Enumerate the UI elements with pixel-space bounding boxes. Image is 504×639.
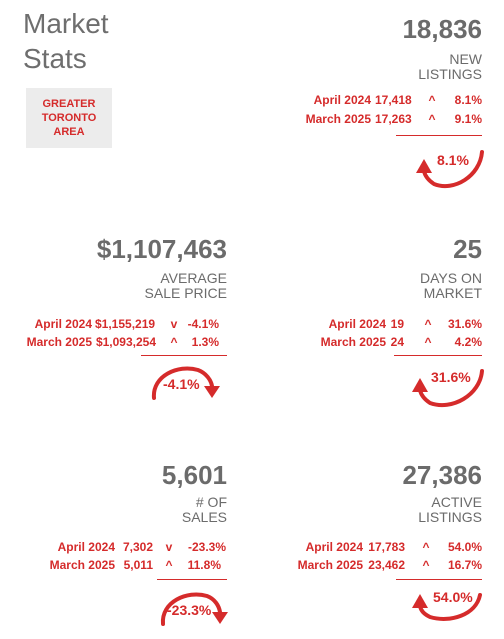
swoosh-down-icon <box>151 366 220 400</box>
divider <box>394 355 482 356</box>
arrow-up-icon: ^ <box>422 558 430 572</box>
swoosh-pct: 31.6% <box>431 369 471 385</box>
row-pct: 1.3% <box>191 335 219 349</box>
metric-label-line2: SALE PRICE <box>144 285 227 301</box>
arrow-up-icon: ^ <box>424 335 432 349</box>
row-period: April 2024 <box>305 540 363 554</box>
row-period: April 2024 <box>57 540 115 554</box>
arrow-up-icon: ^ <box>165 558 173 572</box>
page-title-line2: Stats <box>23 43 87 74</box>
metric-value: 27,386 <box>402 460 482 490</box>
page-title-line1: Market <box>23 8 109 39</box>
arrow-up-icon: ^ <box>428 112 436 126</box>
row-pct: 8.1% <box>454 93 482 107</box>
row-value: 5,011 <box>123 558 153 572</box>
avg-price-card: $1,107,463 AVERAGE SALE PRICE April 2024… <box>14 234 227 414</box>
row-value: 7,302 <box>122 540 153 554</box>
row-period: April 2024 <box>328 317 386 331</box>
comparison-row: March 2025 17,263 ^ 9.1% <box>290 112 482 128</box>
row-period: March 2025 <box>320 335 386 349</box>
comparison-row: March 2025 23,462 ^ 16.7% <box>286 558 482 574</box>
row-period: March 2025 <box>49 558 115 572</box>
row-value: 17,263 <box>375 112 412 126</box>
comparison-row: March 2025 $1,093,254 ^ 1.3% <box>14 335 227 351</box>
row-period: March 2025 <box>305 112 371 126</box>
swoosh-up-icon <box>412 593 482 621</box>
region-badge: GREATER TORONTO AREA <box>26 88 112 148</box>
swoosh-up-icon <box>412 369 484 407</box>
row-period: March 2025 <box>297 558 363 572</box>
metric-label-line2: SALES <box>181 509 227 525</box>
row-pct: 54.0% <box>447 540 482 554</box>
metric-label-line1: NEW <box>449 51 482 67</box>
active-listings-card: 27,386 ACTIVE LISTINGS April 2024 17,783… <box>286 460 482 639</box>
arrow-down-icon: v <box>165 540 173 554</box>
region-line1: GREATER <box>42 98 96 110</box>
divider <box>141 355 227 356</box>
metric-label-line2: MARKET <box>423 285 482 301</box>
row-pct: 9.1% <box>454 112 482 126</box>
row-value: $1,093,254 <box>95 335 156 349</box>
arrow-up-icon: ^ <box>422 540 430 554</box>
swoosh-down-icon <box>160 592 228 626</box>
metric-label-line1: DAYS ON <box>420 270 482 286</box>
row-pct: 16.7% <box>447 558 482 572</box>
row-period: April 2024 <box>34 317 92 331</box>
row-pct: -23.3% <box>187 540 226 554</box>
comparison-row: April 2024 17,418 ^ 8.1% <box>290 93 482 109</box>
days-on-market-card: 25 DAYS ON MARKET April 2024 19 ^ 31.6% … <box>298 234 484 414</box>
metric-label-line1: AVERAGE <box>160 270 227 286</box>
comparison-row: April 2024 19 ^ 31.6% <box>298 317 482 333</box>
page-title: Market Stats <box>23 6 109 76</box>
sales-card: 5,601 # OF SALES April 2024 7,302 v -23.… <box>50 460 228 639</box>
arrow-up-icon: ^ <box>428 93 436 107</box>
comparison-row: April 2024 17,783 ^ 54.0% <box>286 540 482 556</box>
region-line2: TORONTO <box>41 112 97 124</box>
metric-label-line1: # OF <box>195 494 227 510</box>
metric-value: 18,836 <box>402 14 482 44</box>
comparison-row: March 2025 5,011 ^ 11.8% <box>45 558 227 574</box>
row-pct: 31.6% <box>447 317 482 331</box>
row-period: April 2024 <box>313 93 371 107</box>
metric-value: 25 <box>453 234 482 264</box>
comparison-row: March 2025 24 ^ 4.2% <box>298 335 482 351</box>
metric-value: $1,107,463 <box>96 234 227 264</box>
row-value: 24 <box>390 335 404 349</box>
metric-label-line1: ACTIVE <box>431 494 482 510</box>
metric-value: 5,601 <box>161 460 227 490</box>
comparison-row: April 2024 $1,155,219 v -4.1% <box>14 317 227 333</box>
row-period: March 2025 <box>26 335 92 349</box>
row-pct: -4.1% <box>187 317 219 331</box>
arrow-down-icon: v <box>170 317 178 331</box>
row-pct: 4.2% <box>454 335 482 349</box>
arrow-up-icon: ^ <box>424 317 432 331</box>
swoosh-pct: -23.3% <box>167 602 212 618</box>
swoosh-pct: 54.0% <box>433 589 473 605</box>
row-value: 17,418 <box>375 93 412 107</box>
arrow-up-icon: ^ <box>170 335 178 349</box>
row-pct: 11.8% <box>187 558 221 572</box>
row-value: $1,155,219 <box>95 317 156 331</box>
new-listings-card: 18,836 NEW LISTINGS April 2024 17,418 ^ … <box>290 14 484 194</box>
divider <box>396 135 482 136</box>
row-value: 23,462 <box>368 558 405 572</box>
swoosh-pct: -4.1% <box>163 376 200 392</box>
row-value: 19 <box>390 317 404 331</box>
region-line3: AREA <box>53 126 85 138</box>
swoosh-up-icon <box>416 150 484 188</box>
swoosh-pct: 8.1% <box>437 152 469 168</box>
metric-label-line2: LISTINGS <box>418 66 482 82</box>
divider <box>157 579 227 580</box>
row-value: 17,783 <box>368 540 405 554</box>
metric-label-line2: LISTINGS <box>418 509 482 525</box>
divider <box>396 579 482 580</box>
comparison-row: April 2024 7,302 v -23.3% <box>45 540 227 556</box>
